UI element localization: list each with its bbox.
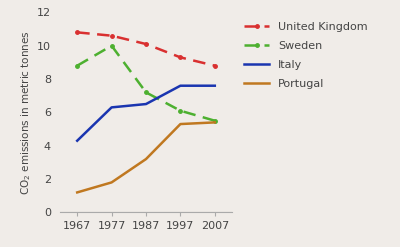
Portugal — [178, 123, 183, 125]
United Kingdom — [144, 42, 148, 45]
United Kingdom — [109, 34, 114, 37]
Italy — [144, 103, 148, 105]
Sweden — [109, 44, 114, 47]
Portugal — [212, 121, 217, 124]
United Kingdom — [212, 64, 217, 67]
Italy — [109, 106, 114, 109]
Portugal — [144, 158, 148, 161]
Y-axis label: CO$_2$ emissions in metric tonnes: CO$_2$ emissions in metric tonnes — [19, 30, 33, 195]
Line: Sweden: Sweden — [74, 42, 218, 124]
Line: Italy: Italy — [77, 86, 215, 141]
Line: United Kingdom: United Kingdom — [74, 29, 218, 69]
Italy — [212, 84, 217, 87]
Sweden — [144, 91, 148, 94]
Sweden — [178, 109, 183, 112]
United Kingdom — [178, 56, 183, 59]
Line: Portugal: Portugal — [77, 123, 215, 192]
Legend: United Kingdom, Sweden, Italy, Portugal: United Kingdom, Sweden, Italy, Portugal — [244, 22, 367, 89]
Sweden — [75, 64, 80, 67]
Italy — [178, 84, 183, 87]
Portugal — [109, 181, 114, 184]
Sweden — [212, 119, 217, 122]
United Kingdom — [75, 31, 80, 34]
Portugal — [75, 191, 80, 194]
Italy — [75, 139, 80, 142]
